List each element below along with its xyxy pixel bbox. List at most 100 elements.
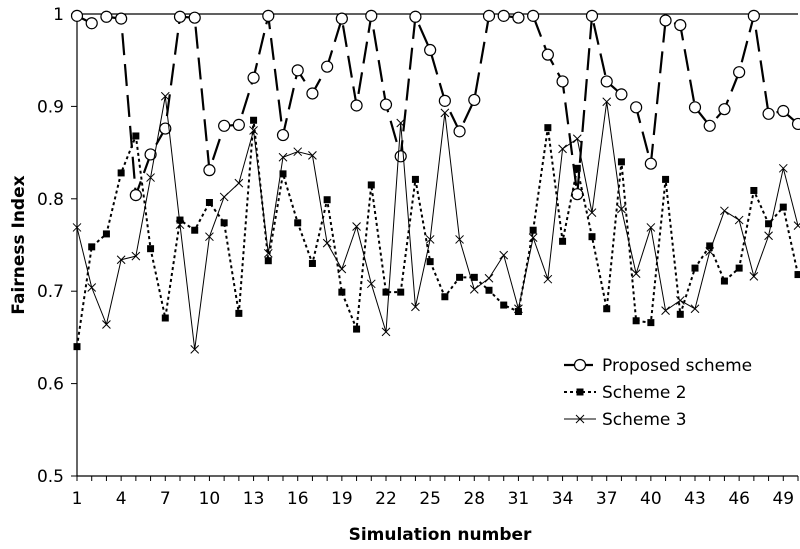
scheme-2-point xyxy=(530,227,537,234)
scheme-2-point xyxy=(250,117,257,124)
legend-label-scheme-2: Scheme 2 xyxy=(602,383,687,403)
scheme-3-point xyxy=(779,164,787,172)
x-tick-label: 31 xyxy=(508,489,530,509)
y-tick-label: 0.9 xyxy=(37,97,64,117)
scheme-2-point xyxy=(221,219,228,226)
scheme-2-point xyxy=(88,243,95,250)
proposed-scheme-point xyxy=(439,95,450,106)
scheme-3-point xyxy=(294,148,302,156)
proposed-scheme-point xyxy=(469,94,480,105)
proposed-scheme-point xyxy=(690,102,701,113)
proposed-scheme-point xyxy=(189,12,200,23)
scheme-3-point xyxy=(470,285,478,293)
scheme-2-point xyxy=(441,293,448,300)
scheme-3-point xyxy=(235,179,243,187)
scheme-2-point xyxy=(618,158,625,165)
scheme-3-point xyxy=(485,274,493,282)
proposed-scheme-point xyxy=(366,10,377,21)
scheme-2-point xyxy=(486,287,493,294)
series-layer xyxy=(72,10,800,353)
proposed-scheme-point xyxy=(204,165,215,176)
scheme-3-point xyxy=(676,296,684,304)
legend-marker-proposed-scheme xyxy=(575,360,586,371)
proposed-scheme-point xyxy=(631,102,642,113)
scheme-3-point xyxy=(735,216,743,224)
proposed-scheme-point xyxy=(175,11,186,22)
scheme-2-point xyxy=(589,233,596,240)
proposed-scheme-point xyxy=(263,10,274,21)
proposed-scheme-point xyxy=(616,89,627,100)
y-tick-label: 0.7 xyxy=(37,282,64,302)
scheme-2-point xyxy=(780,204,787,211)
proposed-scheme-point xyxy=(248,72,259,83)
scheme-2-point xyxy=(721,278,728,285)
scheme-2-point xyxy=(736,265,743,272)
scheme-3-point xyxy=(367,280,375,288)
x-tick-label: 1 xyxy=(72,489,83,509)
scheme-3-point xyxy=(720,207,728,215)
scheme-2-point xyxy=(206,199,213,206)
x-tick-label: 34 xyxy=(552,489,574,509)
scheme-2-point xyxy=(74,343,81,350)
scheme-2-point xyxy=(162,314,169,321)
scheme-3-point xyxy=(102,320,110,328)
x-tick-label: 16 xyxy=(287,489,309,509)
proposed-scheme-point xyxy=(233,119,244,130)
proposed-scheme-point xyxy=(498,10,509,21)
x-axis-title: Simulation number xyxy=(349,525,532,544)
x-tick-label: 19 xyxy=(331,489,353,509)
scheme-2-point xyxy=(574,165,581,172)
x-tick-label: 49 xyxy=(772,489,794,509)
proposed-scheme-point xyxy=(130,190,141,201)
scheme-2-point xyxy=(191,227,198,234)
scheme-2-point xyxy=(397,289,404,296)
x-tick-label: 46 xyxy=(728,489,750,509)
scheme-3-point xyxy=(132,252,140,260)
proposed-scheme-point xyxy=(675,20,686,31)
scheme-3-point xyxy=(573,135,581,143)
scheme-2-point xyxy=(692,265,699,272)
proposed-scheme-point xyxy=(454,126,465,137)
y-tick-label: 0.8 xyxy=(37,190,64,210)
x-tick-label: 40 xyxy=(640,489,662,509)
scheme-2-point xyxy=(294,219,301,226)
proposed-scheme-point xyxy=(410,11,421,22)
scheme-3-point xyxy=(500,251,508,259)
legend-label-scheme-3: Scheme 3 xyxy=(602,410,687,430)
scheme-2-point xyxy=(132,132,139,139)
proposed-scheme-point xyxy=(528,10,539,21)
proposed-scheme-point xyxy=(278,130,289,141)
y-tick-label: 0.6 xyxy=(37,375,64,395)
scheme-3-point xyxy=(691,305,699,313)
proposed-scheme-point xyxy=(395,151,406,162)
scheme-2-point xyxy=(559,238,566,245)
scheme-3-point xyxy=(88,284,96,292)
scheme-2-point xyxy=(677,311,684,318)
scheme-2-point xyxy=(309,260,316,267)
proposed-scheme-point xyxy=(86,18,97,29)
scheme-3-point xyxy=(353,223,361,231)
x-tick-label: 7 xyxy=(160,489,171,509)
scheme-2-point xyxy=(750,187,757,194)
proposed-scheme-point xyxy=(587,10,598,21)
proposed-scheme-point xyxy=(381,99,392,110)
series-scheme-2 xyxy=(74,117,800,350)
x-tick-label: 4 xyxy=(116,489,127,509)
scheme-2-point xyxy=(500,302,507,309)
proposed-scheme-point xyxy=(660,15,671,26)
scheme-2-point xyxy=(544,124,551,131)
proposed-scheme-point xyxy=(793,118,800,129)
x-tick-label: 43 xyxy=(684,489,706,509)
scheme-2-point xyxy=(412,176,419,183)
scheme-2-point xyxy=(147,245,154,252)
proposed-scheme-point xyxy=(307,88,318,99)
scheme-2-point xyxy=(338,289,345,296)
x-tick-label: 22 xyxy=(375,489,397,509)
scheme-3-point xyxy=(765,232,773,240)
scheme-3-point xyxy=(750,272,758,280)
scheme-2-point xyxy=(368,181,375,188)
scheme-3-point xyxy=(117,256,125,264)
series-scheme-3 xyxy=(73,92,800,353)
